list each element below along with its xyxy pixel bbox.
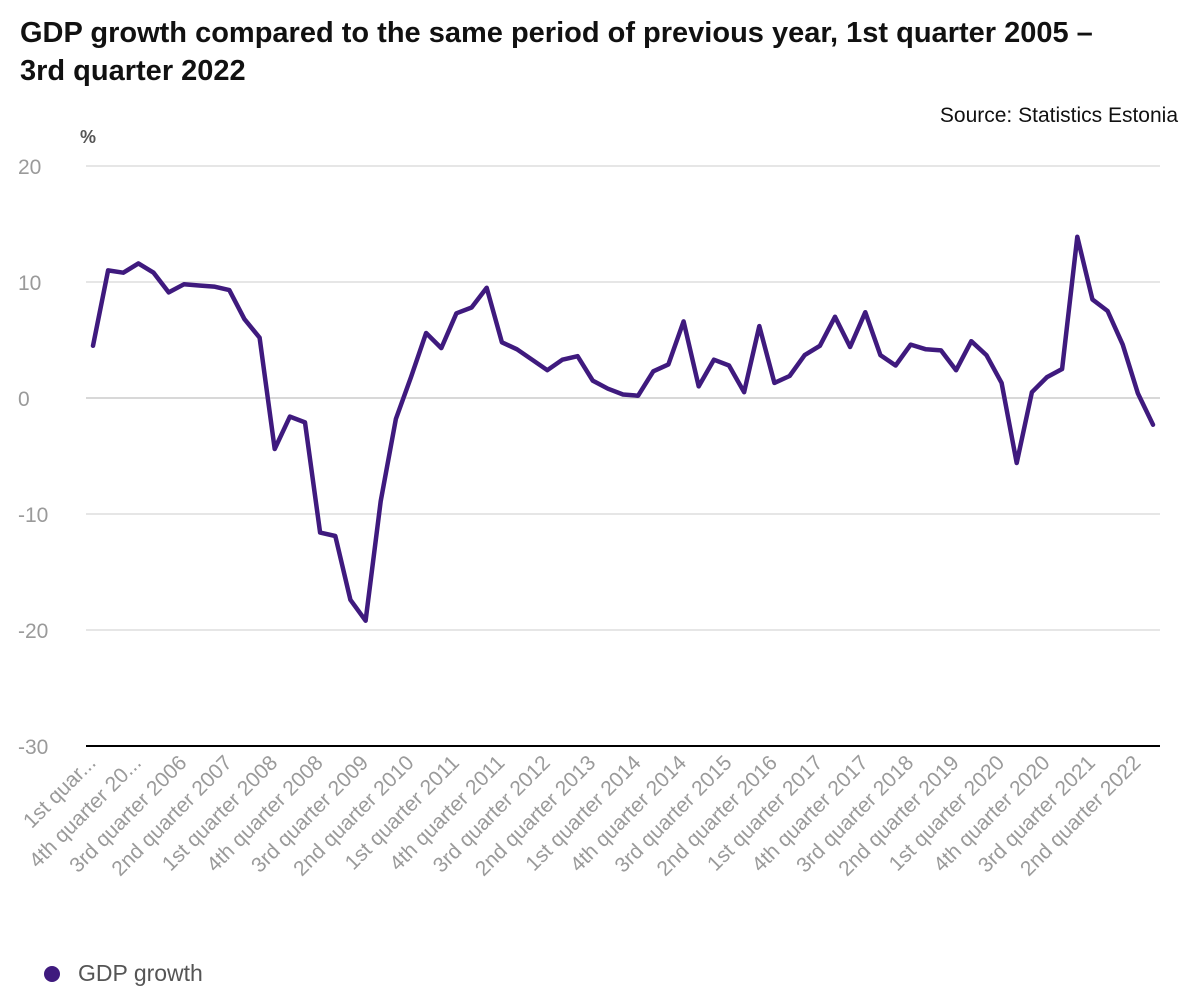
data-point[interactable]: [210, 283, 218, 291]
data-point[interactable]: [165, 288, 173, 296]
data-point[interactable]: [1058, 365, 1066, 373]
data-point[interactable]: [1149, 421, 1157, 429]
data-point[interactable]: [861, 308, 869, 316]
y-axis-unit-label: %: [80, 127, 97, 147]
data-point[interactable]: [377, 497, 385, 505]
data-point[interactable]: [892, 362, 900, 370]
data-point[interactable]: [362, 617, 370, 625]
y-tick-label: 20: [18, 156, 41, 179]
data-point[interactable]: [710, 356, 718, 364]
data-point[interactable]: [180, 280, 188, 288]
data-point[interactable]: [1043, 373, 1051, 381]
data-point[interactable]: [1028, 388, 1036, 396]
data-point[interactable]: [1104, 307, 1112, 315]
grid-layer: [86, 165, 1160, 747]
data-point[interactable]: [407, 373, 415, 381]
data-point[interactable]: [695, 382, 703, 390]
legend-marker-icon: [44, 965, 60, 982]
data-point[interactable]: [422, 329, 430, 337]
data-point[interactable]: [634, 392, 642, 400]
data-point[interactable]: [725, 362, 733, 370]
data-point[interactable]: [967, 337, 975, 345]
data-point[interactable]: [437, 344, 445, 352]
data-point[interactable]: [134, 259, 142, 267]
data-point[interactable]: [104, 266, 112, 274]
data-point[interactable]: [256, 334, 264, 342]
data-point[interactable]: [801, 351, 809, 359]
data-point[interactable]: [331, 532, 339, 540]
data-point[interactable]: [831, 313, 839, 321]
data-point[interactable]: [1013, 459, 1021, 467]
data-point[interactable]: [786, 372, 794, 380]
data-point[interactable]: [483, 284, 491, 292]
data-point[interactable]: [604, 385, 612, 393]
data-point[interactable]: [922, 345, 930, 353]
data-point[interactable]: [225, 286, 233, 294]
data-point[interactable]: [452, 309, 460, 317]
data-point[interactable]: [1073, 233, 1081, 241]
y-tick-label: -10: [18, 504, 48, 527]
data-point[interactable]: [240, 315, 248, 323]
data-point[interactable]: [574, 352, 582, 360]
data-point[interactable]: [755, 322, 763, 330]
legend-label: GDP growth: [78, 960, 203, 986]
data-point[interactable]: [816, 342, 824, 350]
data-point[interactable]: [89, 342, 97, 350]
data-point[interactable]: [392, 415, 400, 423]
data-point[interactable]: [770, 379, 778, 387]
data-point[interactable]: [528, 356, 536, 364]
y-tick-label: -30: [18, 736, 48, 759]
legend[interactable]: GDP growth: [44, 960, 203, 987]
data-point[interactable]: [982, 351, 990, 359]
data-point[interactable]: [876, 351, 884, 359]
y-tick-label: 10: [18, 272, 41, 295]
y-tick-label: 0: [18, 388, 30, 411]
data-point[interactable]: [952, 366, 960, 374]
data-point[interactable]: [301, 418, 309, 426]
data-point[interactable]: [1134, 389, 1142, 397]
chart-title: GDP growth compared to the same period o…: [20, 17, 1093, 87]
data-point[interactable]: [1119, 341, 1127, 349]
data-point[interactable]: [119, 269, 127, 277]
data-point[interactable]: [195, 282, 203, 290]
data-point[interactable]: [937, 346, 945, 354]
data-point[interactable]: [271, 445, 279, 453]
data-point[interactable]: [316, 529, 324, 537]
data-point[interactable]: [513, 345, 521, 353]
data-point[interactable]: [649, 367, 657, 375]
source-note: Source: Statistics Estonia: [939, 104, 1178, 127]
data-point[interactable]: [619, 391, 627, 399]
data-point[interactable]: [1088, 295, 1096, 303]
data-point[interactable]: [468, 304, 476, 312]
data-point[interactable]: [543, 366, 551, 374]
series-layer: [89, 233, 1157, 625]
data-point[interactable]: [346, 596, 354, 604]
data-point[interactable]: [498, 338, 506, 346]
data-point[interactable]: [846, 343, 854, 351]
x-tick-labels: 1st quar...4th quarter 20...3rd quarter …: [19, 751, 1145, 881]
data-point[interactable]: [286, 413, 294, 421]
series-line-gdp-growth[interactable]: [90, 234, 1156, 623]
data-point[interactable]: [680, 317, 688, 325]
data-point[interactable]: [558, 356, 566, 364]
y-tick-labels: 20 10 0 -10 -20 -30: [18, 156, 48, 759]
data-point[interactable]: [998, 379, 1006, 387]
data-point[interactable]: [907, 341, 915, 349]
data-point[interactable]: [740, 388, 748, 396]
data-point[interactable]: [150, 269, 158, 277]
data-point[interactable]: [664, 360, 672, 368]
y-tick-label: -20: [18, 620, 48, 643]
data-point[interactable]: [589, 377, 597, 385]
